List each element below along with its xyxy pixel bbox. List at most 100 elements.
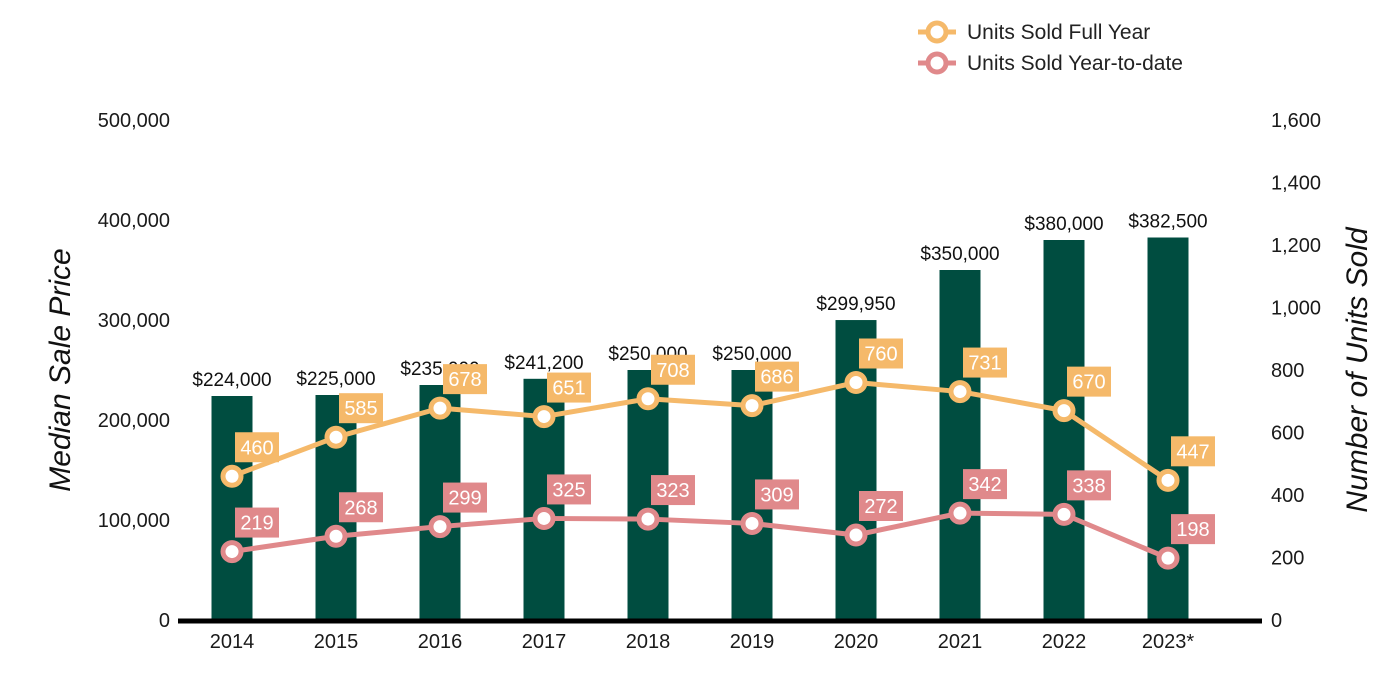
point-full-year-2021	[948, 380, 972, 404]
point-label-full-year-2019: 686	[760, 367, 793, 389]
y2-tick-6: 1,200	[1271, 235, 1321, 257]
lines-layer	[220, 371, 1180, 570]
point-label-box-ytd-2015	[339, 492, 383, 523]
bar-2020	[835, 320, 877, 620]
point-label-box-full-year-2019	[755, 361, 799, 392]
x-tick-2018: 2018	[626, 631, 671, 653]
point-full-year-2022	[1052, 399, 1076, 423]
x-tick-2016: 2016	[418, 631, 463, 653]
point-full-year-2020	[844, 371, 868, 394]
point-label-box-full-year-2016	[443, 364, 487, 395]
point-label-ytd-2015: 268	[344, 497, 377, 519]
y2-tick-5: 1,000	[1271, 298, 1321, 320]
point-label-full-year-2017: 651	[552, 378, 585, 400]
legend-item-full-year: Units Sold Full Year	[918, 20, 1150, 44]
legend-marker-full-year	[925, 20, 949, 44]
y-tick-4: 400,000	[98, 210, 170, 232]
point-full-year-2019	[740, 394, 764, 418]
point-label-full-year-2022: 670	[1072, 372, 1105, 394]
point-label-box-full-year-2021	[963, 347, 1007, 378]
bar-value-label-2020: $299,950	[816, 294, 895, 315]
y-tick-0: 0	[159, 610, 170, 632]
point-label-ytd-2019: 309	[760, 484, 793, 506]
y2-tick-2: 400	[1271, 485, 1304, 507]
point-label-box-full-year-2017	[547, 372, 591, 403]
x-tick-2020: 2020	[834, 631, 879, 653]
point-label-ytd-2020: 272	[864, 496, 897, 518]
bar-value-label-2019: $250,000	[712, 344, 791, 365]
point-ytd-2021	[948, 501, 972, 525]
point-ytd-2023*	[1156, 546, 1180, 570]
point-label-box-ytd-2020	[859, 491, 903, 521]
point-label-ytd-2016: 299	[448, 488, 481, 510]
y-tick-2: 200,000	[98, 410, 170, 432]
point-ytd-2019	[740, 511, 764, 535]
point-label-ytd-2018: 323	[656, 480, 689, 502]
bar-value-label-2017: $241,200	[504, 353, 583, 374]
y-tick-3: 300,000	[98, 310, 170, 332]
y-tick-labels: 0 100,000 200,000 300,000 400,000 500,000	[98, 110, 170, 632]
x-tick-2017: 2017	[522, 631, 567, 653]
point-label-box-full-year-2022	[1067, 366, 1111, 397]
x-tick-labels: 2014 2015 2016 2017 2018 2019 2020 2021 2022 2023…	[210, 631, 1195, 653]
point-labels-layer: 460 585 678 651 708 686 760 731 670 447 219 268 299 3…	[235, 338, 1215, 545]
point-ytd-2014	[220, 540, 244, 564]
point-full-year-2014	[220, 464, 244, 488]
y-tick-5: 500,000	[98, 110, 170, 132]
x-tick-2023*: 2023*	[1142, 631, 1194, 653]
y2-axis-title: Number of Units Sold	[1341, 226, 1374, 512]
point-label-box-ytd-2018	[651, 475, 695, 506]
point-full-year-2018	[636, 387, 660, 411]
y2-tick-0: 0	[1271, 610, 1282, 632]
legend-label-full-year: Units Sold Full Year	[967, 21, 1150, 44]
point-ytd-2022	[1052, 502, 1076, 526]
bar-value-label-2023*: $382,500	[1128, 212, 1207, 233]
point-label-full-year-2016: 678	[448, 369, 481, 391]
point-label-box-full-year-2014	[235, 432, 279, 463]
point-label-ytd-2021: 342	[968, 474, 1001, 496]
x-tick-2014: 2014	[210, 631, 255, 653]
point-label-box-full-year-2023*	[1171, 436, 1215, 467]
legend-marker-ytd	[925, 51, 949, 75]
point-label-box-ytd-2019	[755, 479, 799, 510]
bar-value-label-2015: $225,000	[296, 369, 375, 390]
point-ytd-2018	[636, 507, 660, 531]
x-tick-2019: 2019	[730, 631, 775, 653]
point-label-box-ytd-2014	[235, 507, 279, 538]
y-axis-title: Median Sale Price	[44, 248, 77, 491]
y-tick-1: 100,000	[98, 510, 170, 532]
point-label-ytd-2017: 325	[552, 479, 585, 501]
point-label-box-ytd-2021	[963, 469, 1007, 500]
point-label-full-year-2020: 760	[864, 344, 897, 366]
x-tick-2022: 2022	[1042, 631, 1087, 653]
point-label-box-full-year-2020	[859, 338, 903, 369]
bar-value-label-2022: $380,000	[1024, 214, 1103, 235]
point-label-full-year-2014: 460	[240, 437, 273, 459]
point-label-box-ytd-2023*	[1171, 514, 1215, 545]
legend-label-ytd: Units Sold Year-to-date	[967, 52, 1183, 75]
point-ytd-2017	[532, 506, 556, 530]
point-ytd-2016	[428, 515, 452, 539]
point-label-full-year-2021: 731	[968, 353, 1001, 375]
legend-item-ytd: Units Sold Year-to-date	[918, 51, 1183, 75]
bar-labels-layer: $224,000 $225,000 $235,000 $241,200 $250,000…	[192, 212, 1207, 392]
y2-tick-8: 1,600	[1271, 110, 1321, 132]
point-label-box-full-year-2015	[339, 393, 383, 424]
y2-tick-labels: 0 200 400 600 800 1,000 1,200 1,400 1,600	[1271, 110, 1321, 632]
y2-tick-4: 800	[1271, 360, 1304, 382]
bar-2022	[1043, 240, 1085, 620]
point-label-full-year-2023*: 447	[1176, 441, 1209, 463]
bar-value-label-2021: $350,000	[920, 244, 999, 265]
point-ytd-2015	[324, 524, 348, 548]
point-label-full-year-2015: 585	[344, 398, 377, 420]
y2-tick-7: 1,400	[1271, 173, 1321, 195]
series-line-ytd	[231, 510, 1169, 561]
point-label-ytd-2014: 219	[240, 513, 273, 535]
point-label-full-year-2018: 708	[656, 360, 689, 382]
point-label-box-ytd-2017	[547, 474, 591, 505]
point-label-box-ytd-2016	[443, 482, 487, 513]
y2-tick-1: 200	[1271, 548, 1304, 570]
point-full-year-2017	[532, 405, 556, 429]
x-tick-2021: 2021	[938, 631, 983, 653]
